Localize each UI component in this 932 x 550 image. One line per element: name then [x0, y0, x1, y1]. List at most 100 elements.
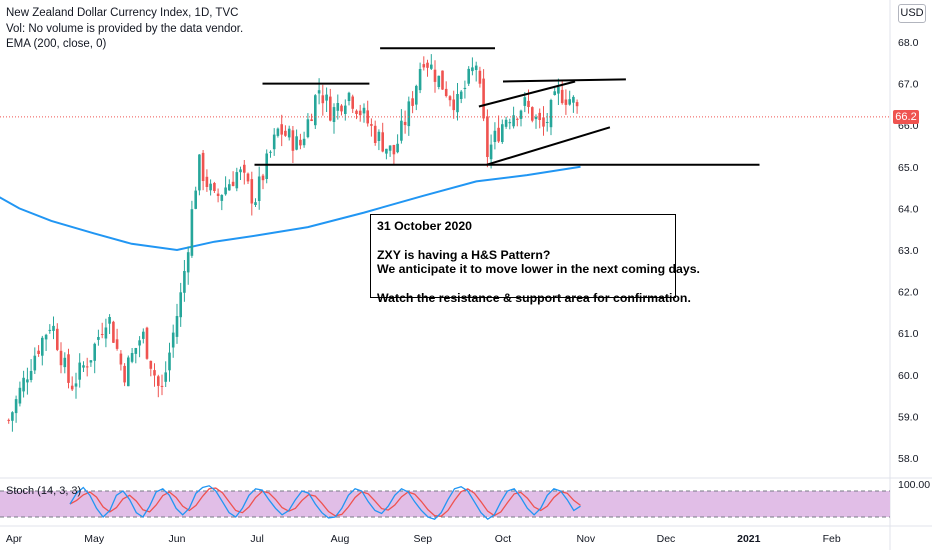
- candle-body: [336, 103, 340, 111]
- candle-body: [370, 124, 373, 126]
- candle-body: [89, 360, 93, 363]
- candle-body: [340, 105, 343, 112]
- candle-body: [575, 102, 579, 107]
- time-tick-label: May: [84, 533, 105, 545]
- candle-body: [295, 136, 298, 150]
- time-tick-label: Jul: [250, 533, 263, 545]
- time-tick-label: Apr: [6, 533, 23, 545]
- candle-body: [265, 153, 268, 179]
- time-tick-label: Jun: [169, 533, 186, 545]
- candle-body: [329, 96, 332, 121]
- candle-body: [523, 97, 527, 106]
- candle-body: [564, 99, 568, 105]
- candle-body: [224, 187, 227, 195]
- candle-body: [568, 99, 571, 105]
- stoch-pane: 100.00: [0, 479, 930, 521]
- candle-body: [257, 176, 261, 201]
- time-tick-label: Aug: [331, 533, 350, 545]
- candle-body: [22, 377, 25, 392]
- price-tick-label: 61.0: [898, 328, 919, 340]
- candle-body: [474, 65, 478, 70]
- currency-button[interactable]: USD: [898, 4, 926, 23]
- candle-body: [471, 67, 474, 72]
- candle-body: [373, 125, 377, 143]
- candle-body: [63, 357, 67, 368]
- time-tick-label: Sep: [413, 533, 432, 545]
- candle-body: [531, 107, 534, 121]
- candle-body: [441, 70, 444, 90]
- candle-body: [272, 134, 276, 150]
- price-tick-label: 58.0: [898, 453, 919, 465]
- trendlines: [0, 47, 890, 166]
- candle-body: [433, 69, 437, 82]
- candle-body: [7, 419, 10, 421]
- chart-header: New Zealand Dollar Currency Index, 1D, T…: [6, 6, 243, 53]
- candle-body: [179, 292, 182, 318]
- candle-body: [358, 110, 362, 116]
- candle-body: [489, 144, 493, 160]
- chart-title: New Zealand Dollar Currency Index, 1D, T…: [6, 7, 239, 19]
- candle-body: [306, 119, 310, 138]
- stoch-d-line: [69, 487, 581, 517]
- candle-body: [44, 334, 48, 340]
- time-tick-label: Nov: [576, 533, 595, 545]
- candle-body: [153, 370, 156, 376]
- candle-body: [527, 100, 530, 107]
- candle-body: [534, 116, 538, 120]
- candle-body: [299, 139, 302, 146]
- annotation-box[interactable]: 31 October 2020 ZXY is having a H&S Patt…: [370, 214, 700, 305]
- price-axis: 58.059.060.061.062.063.064.065.066.067.0…: [898, 37, 919, 465]
- candle-body: [280, 124, 283, 135]
- candle-body: [85, 366, 89, 368]
- candle-body: [396, 143, 399, 153]
- candle-body: [142, 331, 145, 339]
- candle-body: [430, 64, 433, 69]
- candle-body: [482, 78, 485, 119]
- candle-body: [351, 96, 354, 109]
- candle-body: [246, 173, 250, 182]
- annotation-line3: Watch the resistance & support area for …: [377, 290, 691, 305]
- candle-body: [459, 91, 463, 99]
- candle-body: [171, 332, 175, 348]
- candle-body: [400, 120, 403, 141]
- candle-body: [93, 343, 96, 361]
- candle-body: [26, 379, 29, 383]
- candle-body: [422, 64, 426, 68]
- candle-body: [243, 164, 246, 173]
- price-tick-label: 68.0: [898, 37, 919, 49]
- price-tick-label: 59.0: [898, 411, 919, 423]
- candle-body: [538, 112, 541, 120]
- time-tick-label: Oct: [495, 533, 511, 545]
- candle-body: [325, 94, 328, 101]
- candle-body: [190, 209, 194, 256]
- candle-body: [168, 352, 171, 371]
- candle-body: [235, 172, 239, 189]
- candle-body: [388, 145, 392, 151]
- candle-body: [332, 107, 336, 122]
- candle-body: [501, 124, 504, 142]
- candle-body: [452, 99, 455, 111]
- time-tick-label: Feb: [823, 533, 841, 545]
- candle-body: [508, 122, 512, 124]
- candle-body: [18, 387, 22, 404]
- candle-body: [239, 169, 242, 173]
- time-tick-label: 2021: [737, 533, 761, 545]
- candle-body: [385, 148, 388, 154]
- candle-body: [516, 118, 519, 120]
- candle-body: [407, 101, 411, 127]
- candle-body: [186, 252, 190, 273]
- candle-body: [157, 376, 160, 386]
- candle-body: [160, 385, 164, 387]
- candle-body: [194, 190, 197, 209]
- candle-body: [33, 355, 37, 371]
- candle-body: [448, 96, 452, 101]
- candle-body: [250, 179, 254, 204]
- stoch-legend: Stoch (14, 3, 3): [6, 485, 82, 497]
- candle-body: [317, 90, 321, 94]
- candle-body: [261, 175, 265, 181]
- ema-line: [0, 165, 581, 252]
- candle-body: [216, 193, 220, 196]
- candle-body: [497, 127, 500, 142]
- candle-body: [549, 100, 553, 128]
